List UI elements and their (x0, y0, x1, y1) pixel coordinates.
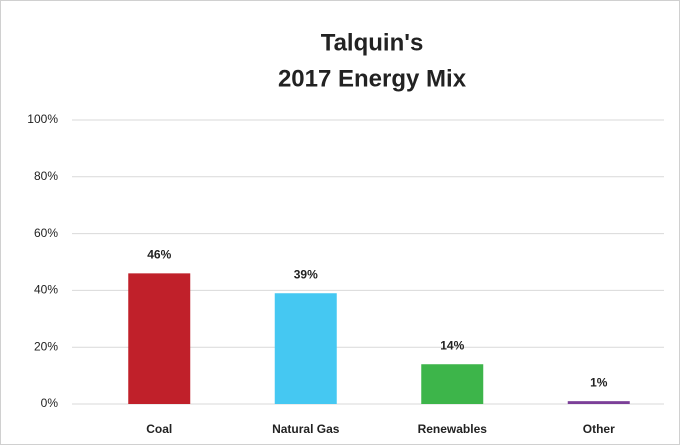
y-tick-label: 0% (41, 396, 59, 410)
y-tick-label: 20% (34, 339, 58, 353)
y-tick-label: 100% (27, 112, 58, 126)
x-tick-label: Other (583, 422, 615, 436)
bar (274, 293, 337, 404)
value-label: 1% (590, 375, 608, 389)
value-label: 39% (294, 267, 318, 281)
value-label: 14% (440, 338, 464, 352)
bar (421, 364, 484, 404)
y-tick-label: 80% (34, 169, 58, 183)
bar (128, 273, 191, 404)
y-tick-label: 40% (34, 283, 58, 297)
y-tick-label: 60% (34, 226, 58, 240)
value-label: 46% (147, 248, 171, 262)
chart-title: 2017 Energy Mix (278, 65, 467, 92)
x-tick-label: Natural Gas (272, 422, 340, 436)
x-tick-label: Coal (146, 422, 172, 436)
bar (567, 401, 630, 404)
x-tick-label: Renewables (418, 422, 488, 436)
chart-title: Talquin's (321, 29, 424, 56)
